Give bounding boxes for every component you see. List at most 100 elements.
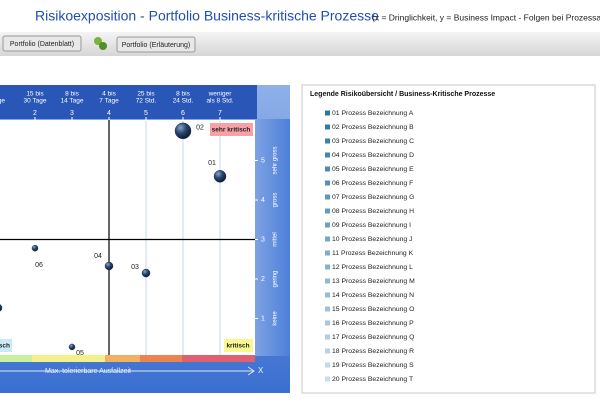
row-header bbox=[255, 119, 290, 356]
legend-item: 06 Prozess Bezeichnung F bbox=[332, 180, 413, 187]
annotation-box bbox=[224, 339, 253, 352]
x-period: 25 bis bbox=[137, 91, 155, 98]
legend-item: 07 Prozess Bezeichnung G bbox=[332, 194, 414, 201]
bubble bbox=[141, 268, 151, 278]
x-period: 15 bis bbox=[26, 91, 44, 98]
x-tick-label: 3 bbox=[70, 110, 74, 117]
button[interactable] bbox=[2, 35, 82, 52]
legend-item: 04 Prozess Bezeichnung D bbox=[332, 152, 414, 159]
legend-swatch bbox=[325, 236, 330, 242]
x-period: 7 Tage bbox=[99, 98, 119, 105]
legend-swatch bbox=[325, 180, 330, 186]
legend-swatch bbox=[325, 222, 330, 228]
legend-swatch bbox=[325, 110, 330, 116]
point-label: 05 bbox=[76, 350, 84, 357]
legend-swatch bbox=[325, 320, 330, 326]
button-label[interactable]: Portfolio (Datenblatt) bbox=[10, 41, 74, 48]
legend-item: 11 Prozess Bezeichnung K bbox=[332, 250, 414, 257]
legend-swatch bbox=[325, 138, 330, 144]
legend-swatch bbox=[325, 334, 330, 340]
legend-item: 13 Prozess Bezeichnung M bbox=[332, 278, 415, 285]
legend-item: 03 Prozess Bezeichnung C bbox=[332, 138, 414, 145]
x-tick-label: 2 bbox=[33, 110, 37, 117]
point-label: 06 bbox=[35, 262, 43, 269]
x-axis-label: Max. tolerierbare Ausfallzeit bbox=[45, 368, 131, 375]
legend-swatch bbox=[325, 208, 330, 214]
button[interactable] bbox=[116, 36, 196, 53]
x-period: 30 Tage bbox=[23, 98, 46, 105]
y-tick-word: keine bbox=[273, 311, 279, 326]
legend-swatch bbox=[325, 194, 330, 200]
x-tick-label: 4 bbox=[107, 110, 111, 117]
x-period: 14 Tage bbox=[60, 98, 83, 105]
legend-swatch bbox=[325, 152, 330, 158]
x-tick-label: 6 bbox=[181, 110, 185, 117]
icon bbox=[94, 37, 107, 50]
x-tick-label: 5 bbox=[144, 110, 148, 117]
legend-item: 15 Prozess Bezeichnung O bbox=[332, 306, 414, 313]
x-arrowhead bbox=[247, 366, 255, 376]
legend-swatch bbox=[325, 292, 330, 298]
legend-item: 14 Prozess Bezeichnung N bbox=[332, 292, 414, 299]
x-period: Tage bbox=[0, 98, 5, 105]
point-label: 02 bbox=[196, 125, 204, 132]
legend-panel bbox=[301, 84, 596, 394]
bubble bbox=[31, 244, 39, 252]
legend-swatch bbox=[325, 264, 330, 270]
y-tick-word: sehr gross bbox=[273, 146, 279, 174]
x-period: als 8 Std. bbox=[206, 98, 233, 105]
content: Risikoexposition - Portfolio Business-kr… bbox=[0, 8, 600, 394]
legend-item: 18 Prozess Bezeichnung R bbox=[332, 348, 414, 355]
bubble bbox=[104, 261, 114, 271]
column-header bbox=[0, 85, 257, 119]
legend-item: 09 Prozess Bezeichnung I bbox=[332, 222, 411, 229]
x-period: 4 bis bbox=[102, 91, 116, 98]
x-tick-label: 7 bbox=[218, 110, 222, 117]
legend-item: 12 Prozess Bezeichnung L bbox=[332, 264, 413, 271]
y-tick-word: gross bbox=[273, 193, 279, 208]
x-period: weniger bbox=[208, 91, 233, 98]
title: Risikoexposition - Portfolio Business-kr… bbox=[35, 8, 379, 24]
legend-item: 16 Prozess Bezeichnung P bbox=[332, 320, 414, 327]
y-tick-label: 2 bbox=[261, 276, 265, 283]
x-axis-letter: X bbox=[258, 366, 264, 375]
subtitle: (x = Dringlichkeit, y = Business Impact … bbox=[372, 12, 600, 22]
y-tick-label: 4 bbox=[261, 197, 265, 204]
annotation-box bbox=[0, 339, 12, 352]
legend-swatch bbox=[325, 348, 330, 354]
point-label: 03 bbox=[131, 264, 139, 271]
x-period: 8 bis bbox=[176, 91, 190, 98]
legend-swatch bbox=[325, 250, 330, 256]
button-label[interactable]: Portfolio (Erläuterung) bbox=[122, 42, 190, 49]
x-period: 24 Std. bbox=[173, 98, 194, 105]
annotation: kritisch bbox=[226, 343, 249, 350]
legend-title: Legende Risikoübersicht / Business-Kriti… bbox=[310, 91, 495, 98]
legend-item: 01 Prozess Bezeichnung A bbox=[332, 110, 414, 117]
bubble bbox=[0, 304, 3, 312]
legend-item: 02 Prozess Bezeichnung B bbox=[332, 124, 414, 131]
y-tick-label: 3 bbox=[261, 236, 265, 243]
y-tick-label: 5 bbox=[261, 157, 265, 164]
annotation-box bbox=[210, 123, 253, 136]
bubble bbox=[68, 343, 76, 351]
x-period: 72 Std. bbox=[136, 98, 157, 105]
legend-swatch bbox=[325, 166, 330, 172]
legend-item: 17 Prozess Bezeichnung Q bbox=[332, 334, 414, 341]
point-label: 04 bbox=[94, 253, 102, 260]
legend-swatch bbox=[325, 362, 330, 368]
y-tick-word: mittel bbox=[273, 232, 279, 246]
legend-item: 19 Prozess Bezeichnung S bbox=[332, 362, 414, 369]
legend-item: 20 Prozess Bezeichnung T bbox=[332, 376, 413, 383]
legend-swatch bbox=[325, 278, 330, 284]
legend-item: 05 Prozess Bezeichnung E bbox=[332, 166, 414, 173]
legend-swatch bbox=[325, 376, 330, 382]
point-label: 01 bbox=[208, 160, 216, 167]
toolbar bbox=[0, 32, 600, 56]
legend-swatch bbox=[325, 124, 330, 130]
y-tick-label: 1 bbox=[261, 315, 265, 322]
legend-swatch bbox=[325, 306, 330, 312]
y-tick-word: gering bbox=[273, 271, 279, 288]
bubble bbox=[213, 170, 227, 183]
